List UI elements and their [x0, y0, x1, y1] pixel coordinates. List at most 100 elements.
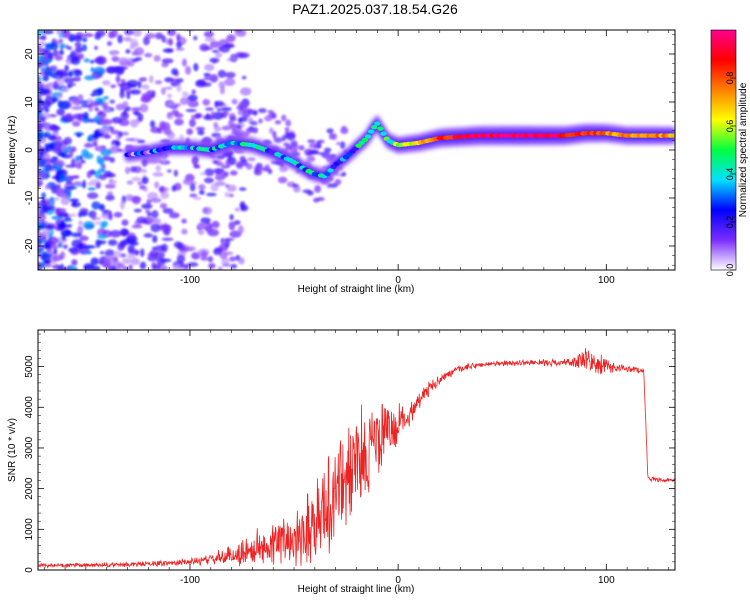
noise-blob — [150, 197, 162, 203]
noise-blob — [125, 49, 131, 54]
noise-blob — [153, 55, 161, 62]
noise-blob — [199, 189, 205, 195]
ridge-core-cell — [380, 131, 387, 136]
x-tick-label: 100 — [598, 575, 615, 586]
noise-blob — [122, 266, 129, 270]
noise-blob — [74, 42, 82, 47]
noise-blob — [281, 134, 286, 142]
noise-blob — [208, 263, 216, 269]
noise-blob — [129, 119, 139, 128]
noise-blob — [58, 213, 69, 217]
noise-blob — [292, 183, 299, 188]
noise-blob — [191, 156, 197, 165]
noise-blob — [45, 66, 51, 71]
noise-blob — [129, 38, 139, 48]
noise-blob — [223, 237, 235, 241]
noise-blob — [268, 127, 274, 134]
noise-blob — [197, 222, 206, 227]
noise-blob — [52, 254, 63, 262]
noise-blob — [141, 92, 153, 102]
noise-blob — [240, 87, 252, 96]
noise-blob — [271, 112, 277, 120]
noise-blob — [330, 154, 337, 158]
noise-blob — [158, 185, 166, 194]
noise-blob — [52, 49, 59, 57]
noise-blob — [141, 84, 150, 90]
noise-blob — [258, 118, 263, 124]
ridge-core-cell — [367, 129, 375, 134]
noise-blob — [94, 107, 100, 112]
noise-blob — [70, 247, 80, 256]
noise-blob — [224, 192, 231, 198]
x-tick-label: -100 — [180, 275, 200, 286]
noise-blob — [225, 159, 232, 167]
noise-blob — [130, 107, 142, 112]
noise-blob — [140, 168, 148, 173]
noise-blob — [101, 145, 106, 149]
noise-blob — [238, 101, 246, 106]
noise-blob — [189, 193, 198, 198]
noise-blob — [285, 145, 293, 151]
noise-blob — [273, 137, 283, 143]
noise-blob — [247, 157, 256, 162]
noise-blob — [220, 237, 225, 245]
noise-blob — [98, 203, 106, 211]
noise-blob — [202, 98, 211, 106]
noise-blob — [166, 169, 172, 173]
noise-blob — [283, 142, 290, 147]
colorbar-frame — [710, 29, 737, 271]
noise-blob — [307, 139, 316, 143]
noise-blob — [203, 77, 212, 81]
noise-blob — [130, 89, 142, 95]
noise-blob — [323, 147, 332, 153]
noise-blob — [221, 165, 230, 169]
noise-blob — [284, 130, 290, 138]
noise-blob — [175, 47, 185, 51]
noise-blob — [98, 167, 106, 173]
noise-blob — [42, 30, 54, 35]
noise-blob — [132, 195, 141, 205]
noise-blob — [328, 183, 338, 188]
noise-blob — [278, 165, 289, 173]
noise-blob — [229, 230, 242, 238]
noise-blob — [43, 50, 52, 56]
noise-blob — [57, 94, 63, 100]
noise-blob — [42, 201, 50, 206]
noise-blob — [38, 49, 44, 55]
noise-blob — [267, 168, 273, 175]
noise-blob — [85, 250, 92, 255]
noise-blob — [335, 141, 341, 146]
ridge-core-cell — [324, 171, 331, 177]
colorbar-tick-label: 0.4 — [725, 168, 735, 181]
noise-blob — [209, 57, 220, 63]
noise-blob — [176, 41, 182, 49]
noise-blob — [76, 133, 82, 138]
noise-blob — [54, 141, 62, 150]
noise-blob — [187, 94, 198, 102]
noise-blob — [38, 121, 43, 131]
noise-blob — [71, 232, 83, 238]
noise-blob — [215, 170, 222, 176]
noise-blob — [121, 219, 129, 226]
colorbar-gradient — [711, 30, 736, 270]
noise-blob — [80, 159, 86, 164]
noise-blob — [222, 171, 229, 176]
noise-blob — [93, 66, 106, 76]
noise-blob — [326, 128, 334, 134]
y-tick-label: 2000 — [24, 477, 35, 500]
noise-blob — [102, 108, 112, 114]
noise-blob — [126, 180, 134, 185]
noise-blob — [161, 58, 174, 64]
noise-blob — [172, 265, 181, 270]
noise-blob — [230, 263, 237, 269]
noise-blob — [241, 75, 247, 80]
noise-blob — [149, 120, 156, 128]
noise-blob — [164, 86, 173, 90]
noise-blob — [61, 31, 70, 39]
noise-blob — [126, 90, 131, 100]
noise-blob — [92, 141, 98, 147]
noise-blob — [93, 115, 101, 122]
noise-blob — [121, 258, 133, 265]
noise-blob — [239, 52, 250, 59]
